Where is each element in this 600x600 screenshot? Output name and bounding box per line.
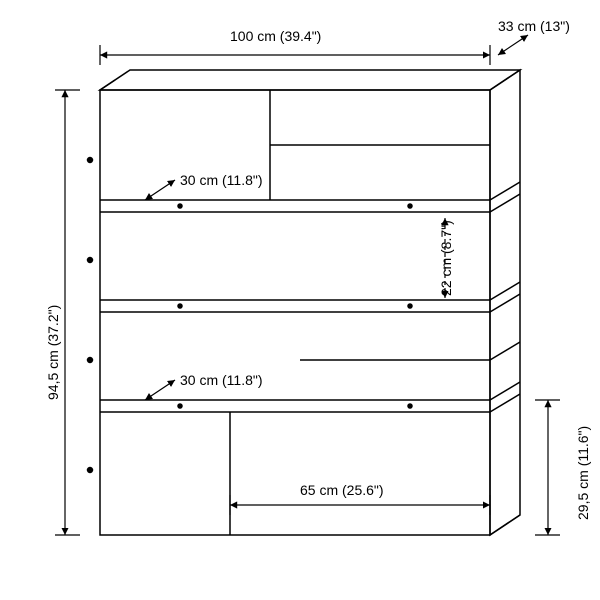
dim-inner-height: 22 cm (8.7") <box>438 220 454 296</box>
dim-shelf-depth-upper: 30 cm (11.8") <box>180 172 263 188</box>
dim-width-top: 100 cm (39.4") <box>230 28 321 44</box>
dim-height-left: 94,5 cm (37.2") <box>45 305 61 400</box>
dim-shelf-depth-lower: 30 cm (11.8") <box>180 372 263 388</box>
dim-bottom-width: 65 cm (25.6") <box>300 482 384 498</box>
dimension-drawing <box>0 0 600 600</box>
dim-height-right-lower: 29,5 cm (11.6") <box>575 426 591 520</box>
dimension-lines <box>55 35 560 535</box>
furniture-outline <box>88 70 521 535</box>
dim-depth-top: 33 cm (13") <box>498 18 570 34</box>
